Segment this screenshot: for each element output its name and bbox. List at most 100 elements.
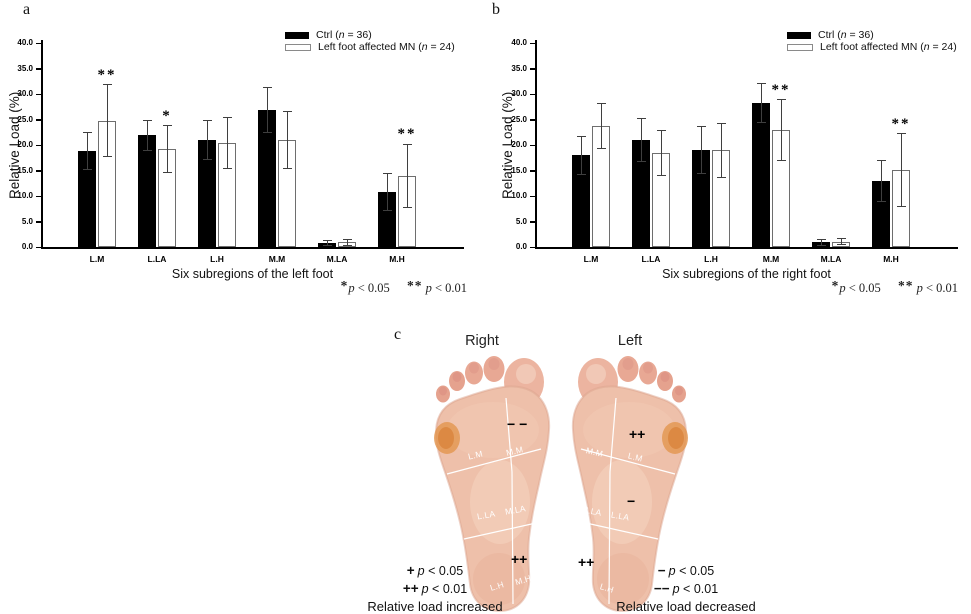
- y-tick-label: 35.0: [17, 63, 33, 73]
- footnote-p01: ** p < 0.01: [898, 278, 958, 295]
- error-bar-stem: [106, 84, 108, 157]
- error-bar-cap: [716, 122, 726, 124]
- increase-legend-p01: ++ p < 0.01: [355, 580, 515, 598]
- plus-symbol: +: [406, 563, 415, 578]
- x-axis-line: [535, 247, 958, 249]
- error-bar-stem: [266, 87, 268, 133]
- error-bar-cap: [82, 168, 92, 170]
- error-bar-cap: [342, 244, 352, 246]
- y-tick-mark: [36, 144, 41, 146]
- x-category-label: L.H: [704, 254, 718, 264]
- left-foot-photo: [565, 352, 695, 614]
- right-foot-figure: Right L.M M.M L.LA M.LA L.H M.H − − ++: [427, 333, 557, 614]
- bar-L.H-series-0: [198, 139, 216, 247]
- error-bar-cap: [382, 209, 392, 211]
- error-bar-cap: [382, 173, 392, 175]
- significance-mark: *: [162, 107, 172, 124]
- right-foot-increase-mark-mh: ++: [511, 551, 528, 567]
- legend-text-part: Left foot affected MN (: [318, 41, 422, 53]
- legend-label-ctrl: Ctrl (n = 36): [818, 29, 874, 41]
- error-bar-cap: [402, 143, 412, 145]
- asterisk-symbol: *: [340, 278, 349, 293]
- increase-legend: + p < 0.05 ++ p < 0.01 Relative load incre…: [355, 562, 515, 614]
- legend-text-part: = 24): [427, 41, 455, 53]
- y-tick-mark: [530, 170, 535, 172]
- right-foot-title: Right: [465, 333, 499, 349]
- y-tick-mark: [36, 68, 41, 70]
- y-tick-label: 30.0: [17, 89, 33, 98]
- x-category-label: L.M: [583, 254, 599, 264]
- error-bar-cap: [716, 176, 726, 178]
- increase-legend-p05: + p < 0.05: [355, 562, 515, 580]
- error-bar-stem: [640, 118, 642, 162]
- y-tick-mark: [530, 68, 535, 70]
- legend-text-part: Ctrl (: [818, 29, 841, 41]
- y-axis-line: [535, 40, 537, 248]
- decrease-legend: − p < 0.05 −− p < 0.01 Relative load decre…: [601, 562, 771, 614]
- panel-b-label: b: [492, 1, 500, 18]
- panel-c-label: c: [394, 326, 402, 343]
- y-tick-label: 10.0: [17, 191, 33, 200]
- panel-b-footnote: *p < 0.05 ** p < 0.01: [832, 278, 958, 296]
- error-bar-cap: [262, 132, 272, 134]
- legend-text-part: = 24): [929, 41, 957, 53]
- y-tick-label: 25.0: [511, 114, 527, 124]
- right-foot-decrease-mark-mm: − −: [507, 416, 528, 432]
- error-bar-cap: [142, 120, 152, 122]
- error-bar-cap: [836, 244, 846, 246]
- y-tick-mark: [530, 42, 535, 44]
- legend-text-part: Ctrl (: [316, 29, 339, 41]
- error-bar-cap: [776, 99, 786, 101]
- x-category-label: M.M: [762, 254, 780, 264]
- legend-text: < 0.05: [675, 564, 715, 578]
- error-bar-cap: [282, 168, 292, 170]
- error-bar-stem: [386, 173, 388, 211]
- error-bar-stem: [660, 130, 662, 176]
- panel-a-x-axis-title: Six subregions of the left foot: [171, 267, 334, 281]
- error-bar-stem: [86, 132, 88, 170]
- legend-swatch-ctrl: [285, 31, 309, 39]
- error-bar-cap: [262, 87, 272, 89]
- error-bar-cap: [402, 207, 412, 209]
- bar-M.M-series-0: [258, 110, 276, 247]
- bar-M.H-series-0: [378, 191, 396, 247]
- legend-italic-p: p: [668, 564, 676, 578]
- panel-b-plot-area: 0.0 5.0 10.0 15.0 20.0 25.0 30.0 35.0 40.0 L.M L.L…: [485, 0, 970, 310]
- y-tick-label: 30.0: [511, 89, 527, 98]
- panel-b-x-axis-title: Six subregions of the right foot: [662, 267, 831, 281]
- error-bar-cap: [896, 205, 906, 207]
- x-category-label: L.H: [210, 254, 224, 264]
- footnote-text: < 0.01: [431, 281, 467, 295]
- panel-a-plot-area: 0.0 5.0 10.0 15.0 20.0 25.0 30.0 35.0 40.0 L.M L.L…: [0, 0, 485, 310]
- footnote-p01: ** p < 0.01: [406, 278, 467, 295]
- decrease-legend-p05: − p < 0.05: [601, 562, 771, 580]
- x-category-label: M.H: [883, 254, 899, 264]
- panel-a-label: a: [23, 1, 31, 18]
- error-bar-cap: [102, 84, 112, 86]
- legend-entry-mn: Left foot affected MN (n = 24): [285, 41, 455, 53]
- footnote-italic-p: p: [425, 281, 432, 295]
- x-category-label: M.LA: [326, 254, 348, 264]
- legend-label-mn: Left foot affected MN (n = 24): [820, 41, 957, 53]
- y-tick-label: 15.0: [511, 165, 527, 175]
- legend-swatch-mn: [787, 43, 813, 51]
- legend-text-part: Left foot affected MN (: [820, 41, 924, 53]
- y-axis-line: [41, 40, 43, 248]
- error-bar-cap: [876, 160, 886, 162]
- footnote-text: < 0.01: [922, 281, 958, 295]
- error-bar-stem: [580, 136, 582, 175]
- panel-a-legend: Ctrl (n = 36) Left foot affected MN (n =…: [285, 29, 455, 53]
- x-category-label: M.H: [389, 254, 405, 264]
- significance-mark: **: [397, 126, 417, 143]
- panel-b: b Relative Load (%) Ctrl (n = 36) Left f…: [485, 0, 970, 310]
- x-axis-line: [41, 247, 464, 249]
- legend-text-italic-n: n: [421, 41, 428, 53]
- x-category-label: M.LA: [820, 254, 842, 264]
- bar-L.M-series-0: [78, 151, 96, 247]
- error-bar-stem: [600, 103, 602, 149]
- double-asterisk-symbol: **: [406, 278, 423, 293]
- footnote-italic-p: p: [916, 281, 923, 295]
- significance-mark: **: [97, 66, 117, 83]
- y-tick-mark: [530, 221, 535, 223]
- y-tick-mark: [530, 246, 535, 248]
